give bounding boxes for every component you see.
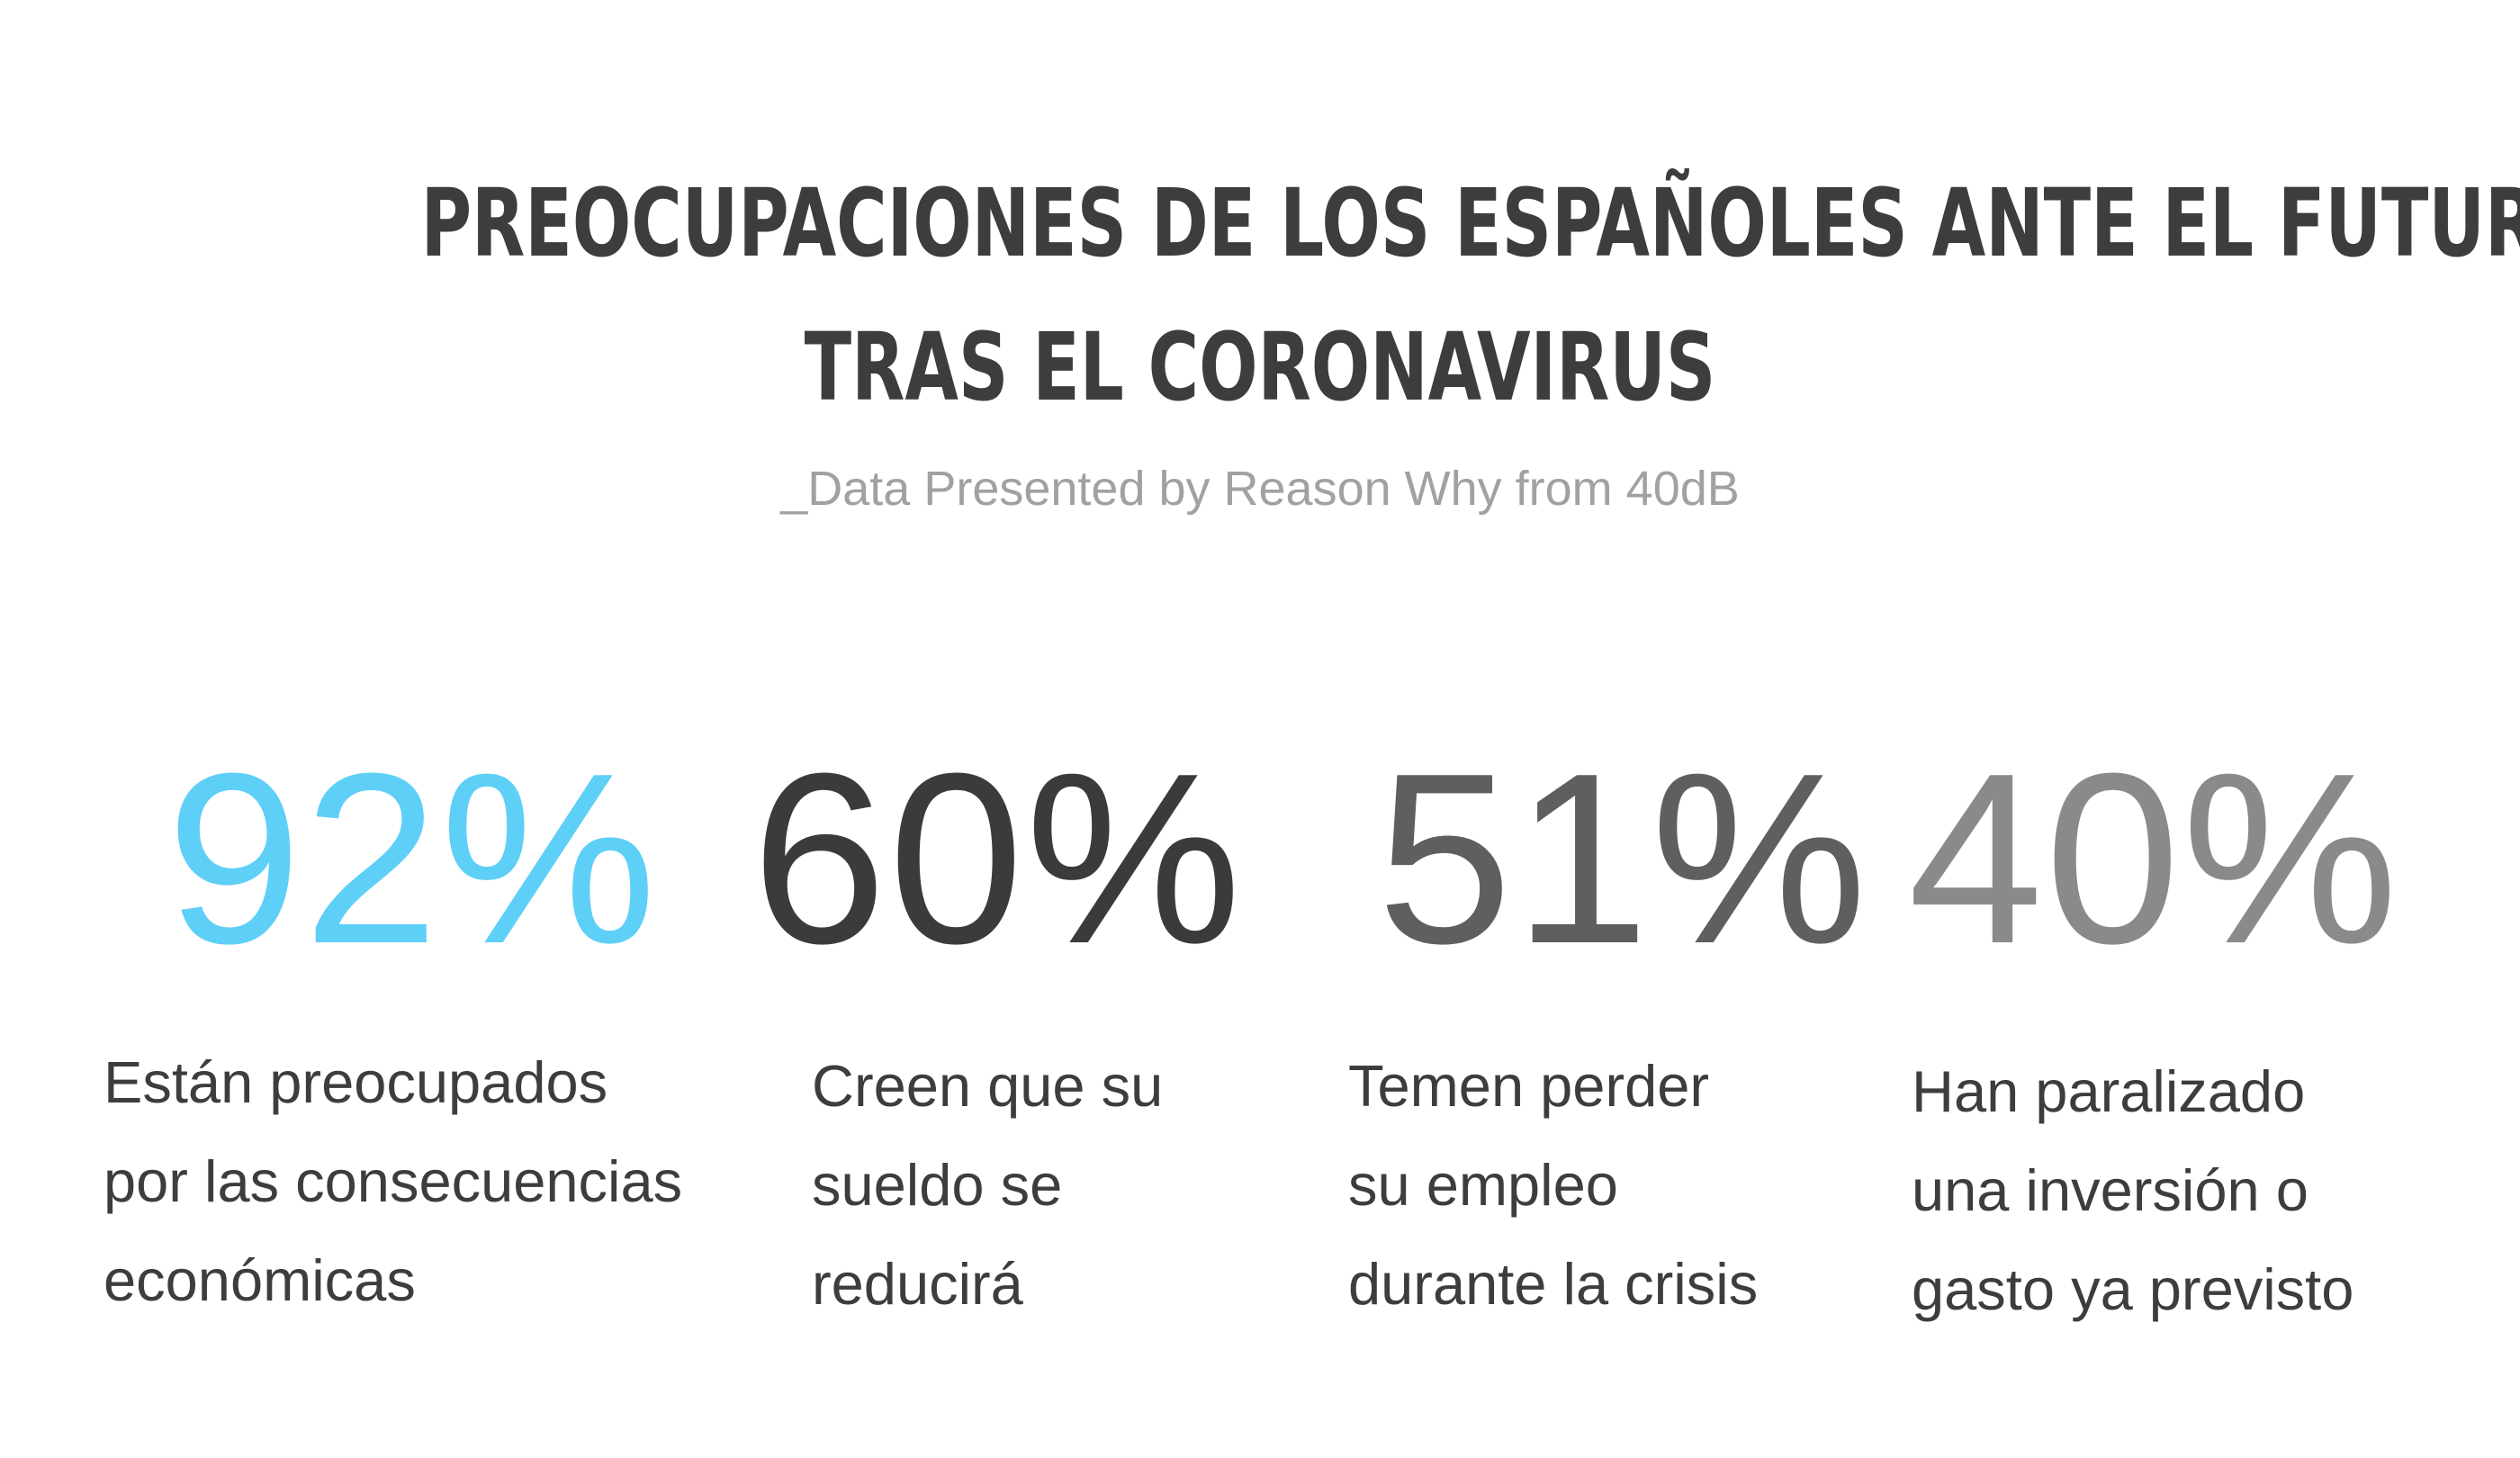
subtitle: _Data Presented by Reason Why from 40dB bbox=[780, 462, 1740, 516]
stat-description-line: reducirá bbox=[812, 1251, 1023, 1317]
stat-description-line: durante la crisis bbox=[1348, 1251, 1759, 1317]
title-line-1: PREOCUPACIONES DE LOS ESPAÑOLES ANTE EL … bbox=[420, 168, 2520, 278]
stat-percentage: 60% bbox=[752, 724, 1244, 994]
stat-description-line: Creen que su bbox=[812, 1053, 1164, 1119]
page-title: PREOCUPACIONES DE LOS ESPAÑOLES ANTE EL … bbox=[420, 151, 2520, 439]
stat-description-line: Temen perder bbox=[1348, 1053, 1710, 1119]
stat-description-line: su empleo bbox=[1348, 1152, 1618, 1218]
stat-description: Están preocupados por las consecuencias … bbox=[104, 1033, 682, 1330]
stat-description-line: una inversión o bbox=[1912, 1157, 2308, 1223]
stat-description-line: por las consecuencias bbox=[104, 1148, 683, 1214]
stat-description-line: sueldo se bbox=[812, 1152, 1063, 1218]
stat-description-line: Están preocupados bbox=[104, 1049, 608, 1115]
stat-description-line: económicas bbox=[104, 1247, 416, 1313]
stat-percentage: 40% bbox=[1908, 724, 2400, 994]
stat-description: Creen que su sueldo se reducirá bbox=[812, 1037, 1163, 1334]
stat-percentage: 51% bbox=[1377, 724, 1869, 994]
title-line-2: TRAS EL CORONAVIRUS bbox=[804, 312, 1716, 422]
stat-description: Temen perder su empleo durante la crisis bbox=[1348, 1037, 1758, 1334]
stat-description-line: Han paralizado bbox=[1912, 1058, 2306, 1124]
stat-description-line: gasto ya previsto bbox=[1912, 1256, 2354, 1322]
stat-description: Han paralizado una inversión o gasto ya … bbox=[1912, 1042, 2354, 1339]
stat-percentage: 92% bbox=[166, 724, 659, 994]
